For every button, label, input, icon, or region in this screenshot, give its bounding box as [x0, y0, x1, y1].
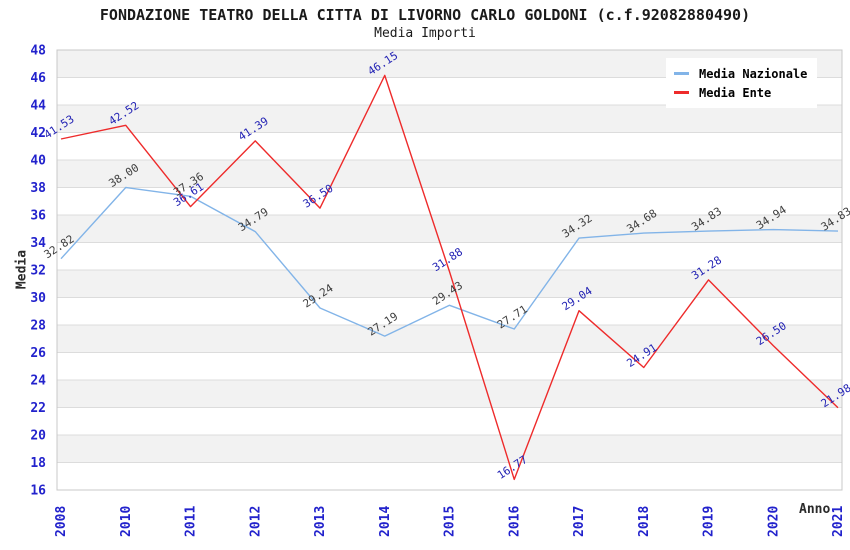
legend-label: Media Ente [699, 85, 772, 100]
grid-band [57, 435, 842, 463]
y-tick-label: 36 [30, 209, 46, 224]
y-tick-label: 34 [30, 236, 46, 251]
y-tick-label: 26 [30, 346, 46, 361]
media-nazionale-line-swatch [674, 72, 689, 75]
y-tick-label: 28 [30, 319, 46, 334]
y-tick-label: 44 [30, 99, 46, 114]
y-tick-label: 38 [30, 181, 46, 196]
grid-band [57, 105, 842, 133]
x-tick-label: 2014 [378, 506, 393, 537]
series-line-media-nazionale [60, 186, 839, 337]
grid-band [57, 380, 842, 408]
grid-band [57, 215, 842, 243]
x-tick-label: 2010 [119, 506, 134, 537]
y-tick-label: 16 [30, 484, 46, 499]
y-tick-label: 40 [30, 154, 46, 169]
x-tick-label: 2008 [54, 506, 69, 537]
x-tick-label: 2017 [572, 506, 587, 537]
x-tick-label: 2013 [313, 506, 328, 537]
x-tick-label: 2011 [184, 506, 199, 537]
legend-label: Media Nazionale [699, 66, 808, 81]
x-tick-label: 2018 [637, 506, 652, 537]
x-tick-label: 2020 [766, 506, 781, 537]
series-line-media-ente [60, 74, 839, 481]
x-tick-label: 2015 [443, 506, 458, 537]
x-tick-label: 2012 [248, 506, 263, 537]
y-tick-label: 32 [30, 264, 46, 279]
plot-border [56, 49, 843, 491]
y-tick-label: 46 [30, 71, 46, 86]
media-ente-line-swatch [674, 91, 689, 94]
legend-item-media-ente: Media Ente [674, 83, 807, 102]
legend-item-media-nazionale: Media Nazionale [674, 64, 807, 83]
grid-band [57, 270, 842, 298]
x-tick-label: 2016 [507, 506, 522, 537]
y-tick-label: 20 [30, 429, 46, 444]
x-tick-label: 2019 [702, 506, 717, 537]
grid-band [57, 325, 842, 353]
y-tick-label: 22 [30, 401, 46, 416]
y-tick-label: 30 [30, 291, 46, 306]
chart-title: FONDAZIONE TEATRO DELLA CITTA DI LIVORNO… [99, 6, 751, 24]
legend: Media Nazionale Media Ente [666, 58, 818, 108]
chart-subtitle: Media Importi [374, 26, 476, 41]
x-axis-title: Anno [799, 502, 831, 517]
x-tick-label: 2021 [831, 506, 846, 537]
y-tick-label: 48 [30, 44, 46, 59]
y-axis-title: Media [14, 249, 30, 290]
grid-band [57, 160, 842, 188]
y-tick-label: 18 [30, 456, 46, 471]
y-tick-label: 24 [30, 374, 46, 389]
y-tick-label: 42 [30, 126, 46, 141]
